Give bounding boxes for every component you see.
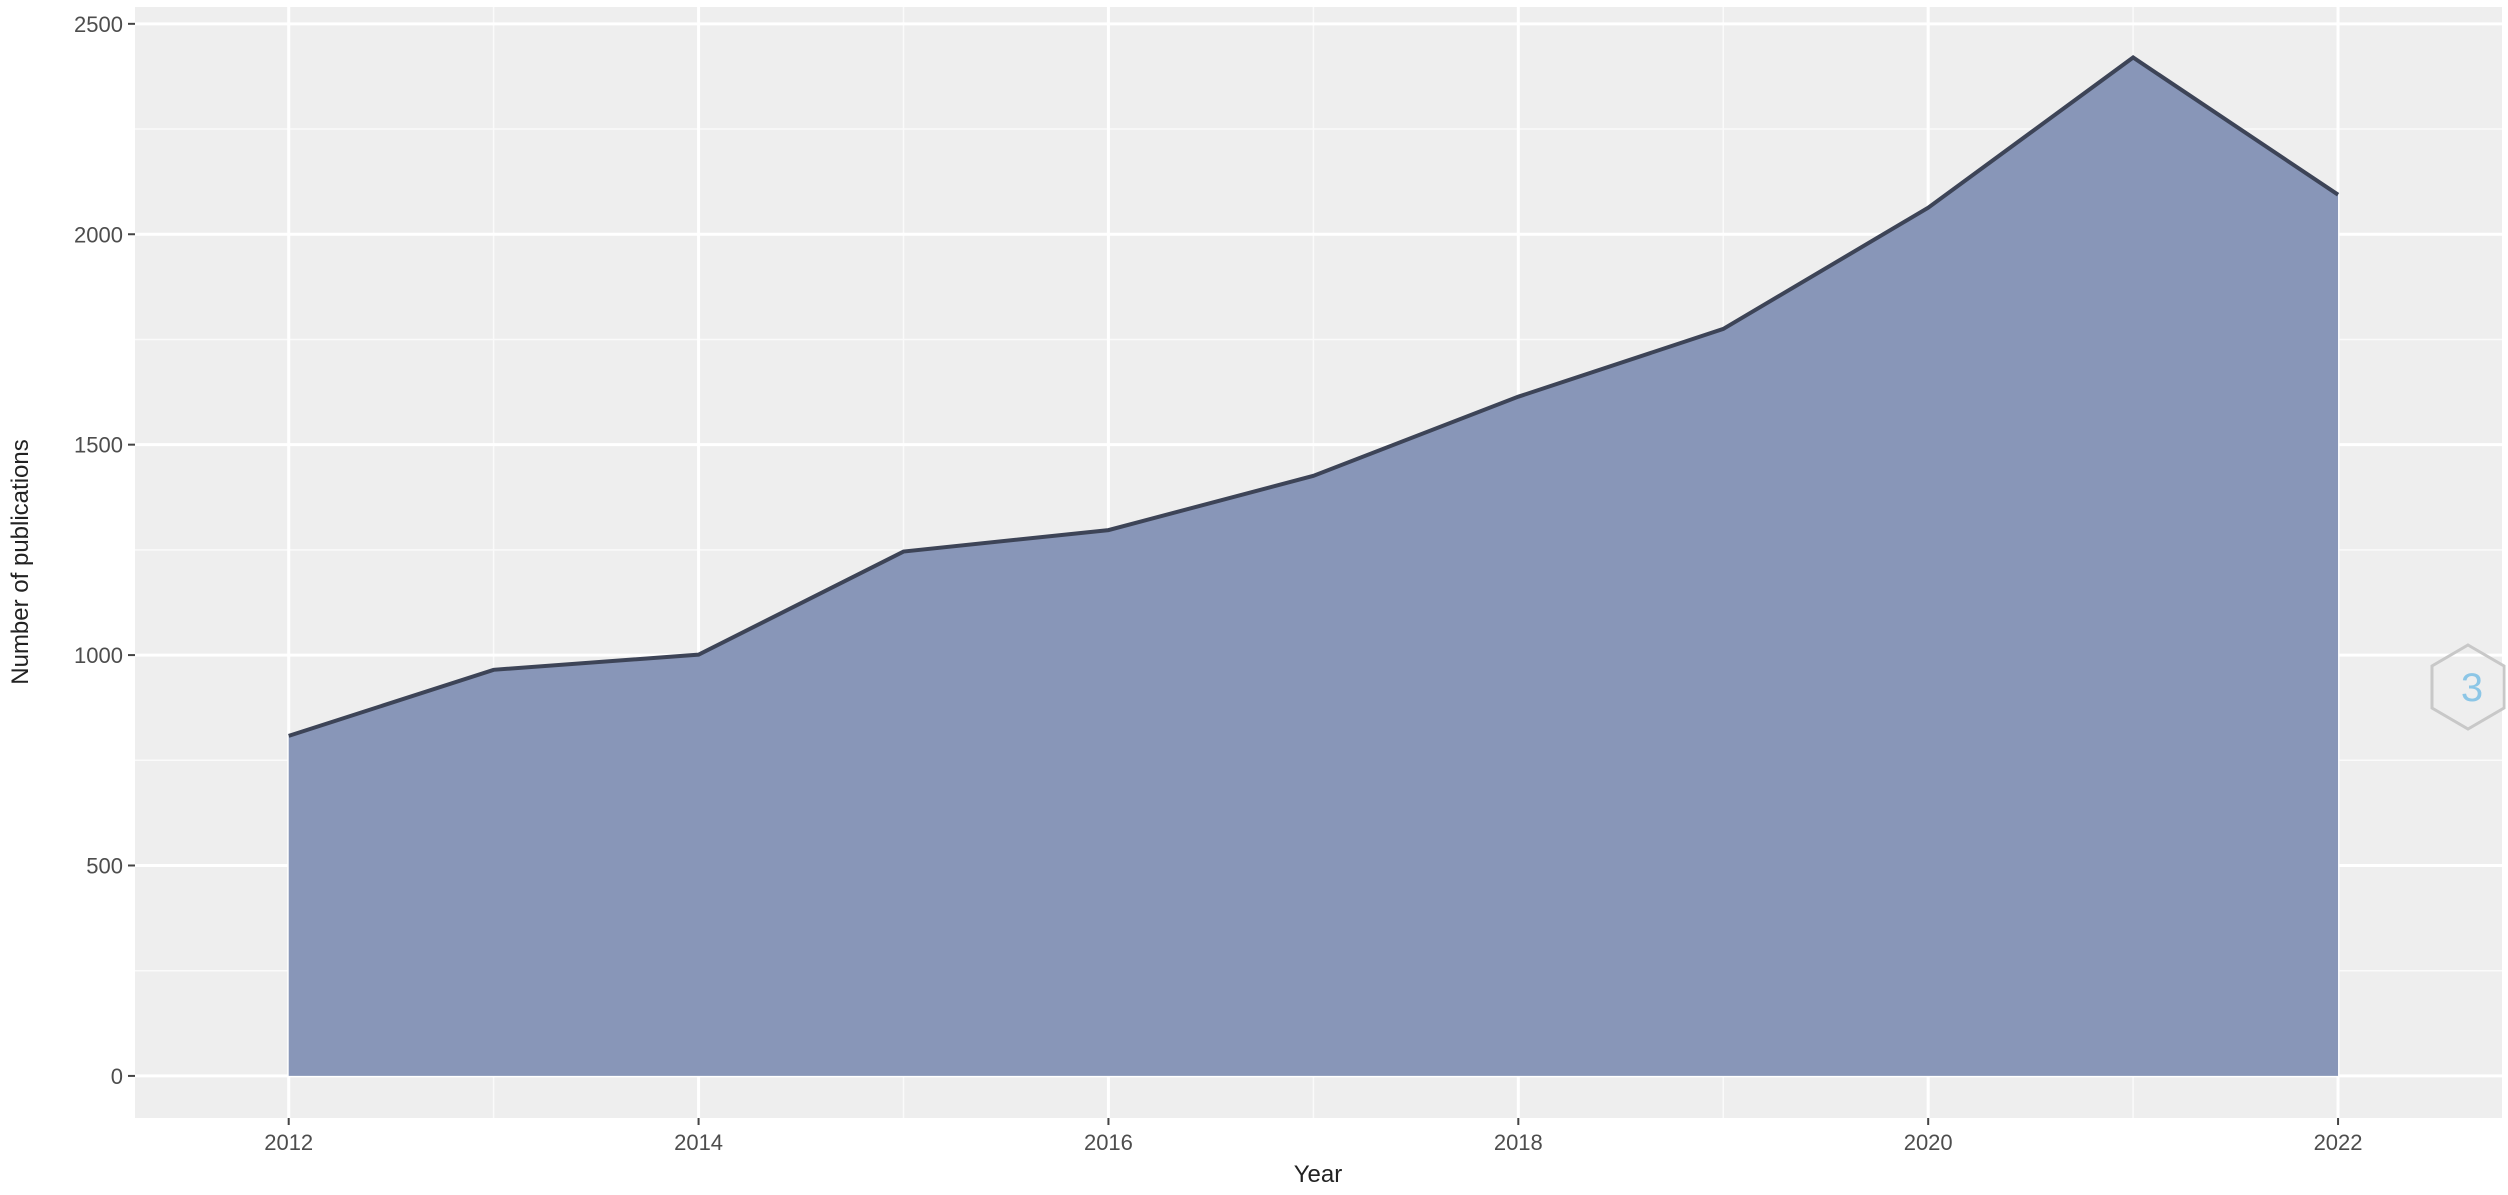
y-tick-label: 2500 (74, 12, 123, 37)
x-tick-label: 2014 (674, 1130, 723, 1155)
series-line (288, 55, 2340, 738)
y-axis-label: Number of publications (7, 439, 34, 684)
y-tick-label: 1000 (74, 643, 123, 668)
y-tick-label: 2000 (74, 222, 123, 247)
svg-text:3: 3 (2461, 666, 2483, 710)
hexagon-logo-icon: 3 (2430, 643, 2506, 731)
y-tick-label: 0 (111, 1064, 123, 1089)
y-tick-label: 1500 (74, 433, 123, 458)
x-tick-label: 2016 (1084, 1130, 1133, 1155)
y-tick-label: 500 (86, 854, 123, 879)
x-axis-label: Year (1294, 1161, 1343, 1188)
area-fill (288, 57, 2339, 1076)
x-tick-label: 2018 (1494, 1130, 1543, 1155)
axis-ticks: 0 500 1000 1500 2000 2500 2012 2014 2016 2018 2020… (74, 12, 2362, 1155)
x-tick-label: 2020 (1904, 1130, 1953, 1155)
x-tick-label: 2012 (264, 1130, 313, 1155)
x-tick-label: 2022 (2314, 1130, 2363, 1155)
